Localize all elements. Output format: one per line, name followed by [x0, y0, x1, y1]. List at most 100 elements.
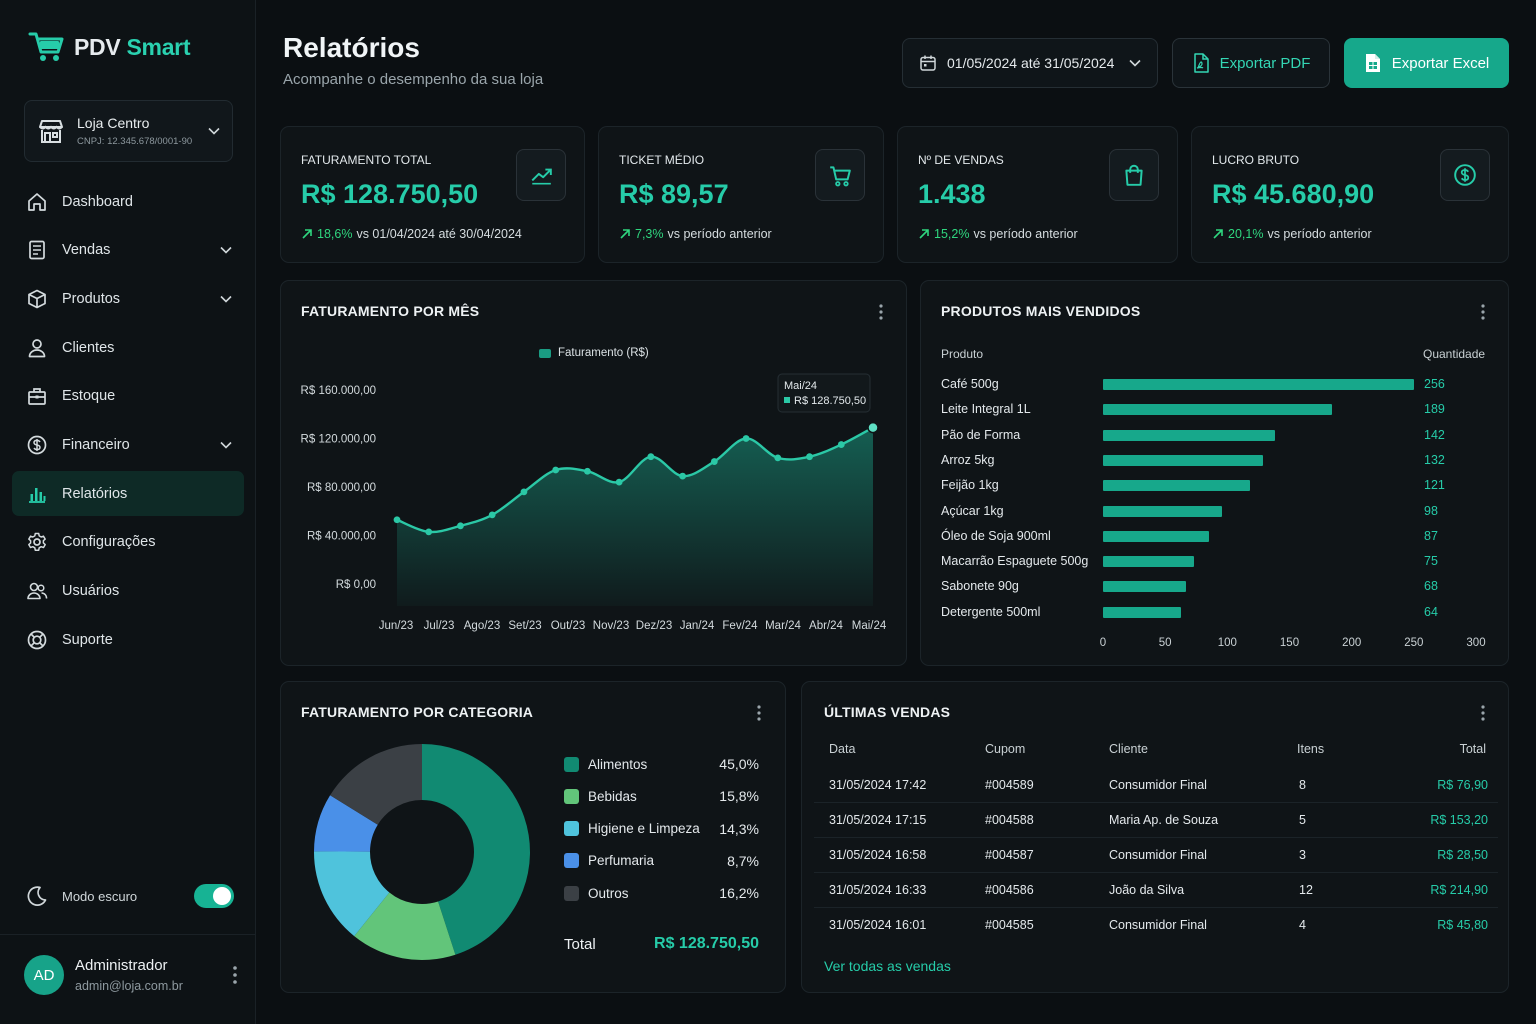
product-bar-row[interactable]: Macarrão Espaguete 500g 75	[941, 552, 1487, 572]
kpi-delta-pct: 7,3%	[635, 227, 664, 241]
sidebar-item-warehouse[interactable]: Estoque	[12, 374, 244, 419]
revenue-point[interactable]	[742, 435, 750, 442]
revenue-point[interactable]	[710, 458, 718, 465]
sidebar-item-users[interactable]: Usuários	[12, 569, 244, 614]
product-name: Feijão 1kg	[941, 478, 999, 493]
dark-mode-toggle[interactable]	[194, 884, 234, 908]
legend-item[interactable]: Higiene e Limpeza 14,3%	[564, 819, 759, 839]
product-bar-row[interactable]: Detergente 500ml 64	[941, 603, 1487, 623]
sidebar-item-user[interactable]: Clientes	[12, 325, 244, 370]
more-vertical-icon[interactable]	[232, 965, 238, 985]
revenue-point[interactable]	[647, 453, 655, 461]
legend-item[interactable]: Outros 16,2%	[564, 883, 759, 903]
product-quantity: 189	[1424, 402, 1445, 417]
store-selector[interactable]: Loja Centro CNPJ: 12.345.678/0001-90	[24, 100, 233, 162]
more-vertical-icon[interactable]	[756, 704, 762, 722]
table-row[interactable]: 31/05/2024 17:15 #004588 Maria Ap. de Souz…	[814, 803, 1498, 838]
product-bar	[1103, 606, 1181, 618]
user-profile[interactable]: AD Administrador admin@loja.com.br	[24, 955, 238, 995]
product-bar-row[interactable]: Feijão 1kg 121	[941, 476, 1487, 496]
sidebar-item-gear[interactable]: Configurações	[12, 520, 244, 565]
kpi-label: TICKET MÉDIO	[619, 153, 705, 167]
last-sales-title: ÚLTIMAS VENDAS	[824, 704, 951, 720]
revenue-point[interactable]	[774, 454, 782, 462]
revenue-point[interactable]	[867, 421, 879, 434]
sidebar-item-box[interactable]: Produtos	[12, 276, 244, 321]
sidebar-item-lifebuoy[interactable]: Suporte	[12, 617, 244, 662]
table-row[interactable]: 31/05/2024 16:58 #004587 Consumidor Final 3…	[814, 838, 1498, 873]
chevron-down-icon	[220, 441, 232, 449]
excel-file-icon	[1365, 54, 1380, 72]
slice-bebidas[interactable]	[354, 892, 456, 960]
product-bar-row[interactable]: Café 500g 256	[941, 375, 1487, 395]
x-tick-label: 100	[1217, 637, 1237, 649]
sidebar-item-dollar[interactable]: Financeiro	[12, 422, 244, 467]
legend-label: Higiene e Limpeza	[588, 821, 700, 837]
table-cell: 12	[1299, 883, 1313, 897]
revenue-point[interactable]	[584, 467, 591, 475]
revenue-point[interactable]	[457, 522, 464, 530]
store-cnpj: CNPJ: 12.345.678/0001-90	[77, 136, 193, 147]
sidebar-item-receipt[interactable]: Vendas	[12, 228, 244, 273]
chevron-down-icon	[1129, 59, 1141, 67]
product-name: Pão de Forma	[941, 427, 1021, 442]
legend-item[interactable]: Perfumaria 8,7%	[564, 851, 759, 871]
revenue-point[interactable]	[393, 516, 401, 524]
revenue-point[interactable]	[837, 441, 845, 448]
table-row[interactable]: 31/05/2024 16:33 #004586 João da Silva 12 R$…	[814, 873, 1498, 908]
legend-item[interactable]: Bebidas 15,8%	[564, 786, 759, 806]
revenue-point[interactable]	[488, 511, 496, 519]
table-cell: 31/05/2024 17:15	[829, 813, 927, 827]
date-range-picker[interactable]: 01/05/2024 até 31/05/2024	[902, 38, 1158, 88]
product-bar-row[interactable]: Leite Integral 1L 189	[941, 400, 1487, 420]
slice-alimentos[interactable]	[422, 744, 530, 955]
product-bar-row[interactable]: Pão de Forma 142	[941, 426, 1487, 446]
revenue-point[interactable]	[425, 528, 433, 536]
product-bar-row[interactable]: Óleo de Soja 900ml 87	[941, 527, 1487, 547]
revenue-point[interactable]	[552, 466, 560, 474]
revenue-point[interactable]	[520, 488, 528, 496]
slice-higiene-e-limpeza[interactable]	[314, 851, 390, 937]
legend-label: Bebidas	[588, 788, 637, 804]
dark-mode-row: Modo escuro	[26, 884, 234, 908]
table-row[interactable]: 31/05/2024 16:01 #004585 Consumidor Final 4…	[814, 908, 1498, 943]
tooltip-swatch	[784, 397, 790, 403]
export-pdf-button[interactable]: Exportar PDF	[1172, 38, 1330, 88]
pdf-file-icon	[1193, 53, 1209, 73]
bar-chart-icon	[29, 487, 46, 503]
x-tick-label: Mar/24	[765, 620, 801, 632]
more-vertical-icon[interactable]	[878, 303, 884, 321]
legend-pct: 15,8%	[719, 788, 759, 805]
kpi-delta-pct: 18,6%	[317, 227, 353, 241]
see-all-sales-link[interactable]: Ver todas as vendas	[824, 958, 951, 974]
revenue-point[interactable]	[615, 478, 623, 486]
more-vertical-icon[interactable]	[1480, 303, 1486, 321]
brand-logo[interactable]: PDV Smart	[28, 30, 191, 64]
sidebar-item-home[interactable]: Dashboard	[12, 179, 244, 224]
kpi-delta-compare: vs período anterior	[1267, 227, 1372, 241]
divider	[0, 934, 256, 935]
product-bar-row[interactable]: Arroz 5kg 132	[941, 451, 1487, 471]
kpi-icon-box	[815, 149, 865, 201]
product-bar-row[interactable]: Açúcar 1kg 98	[941, 502, 1487, 522]
slice-perfumaria[interactable]	[314, 795, 378, 852]
product-quantity: 64	[1424, 604, 1438, 619]
legend-item[interactable]: Alimentos 45,0%	[564, 754, 759, 774]
col-header: Cliente	[1109, 742, 1148, 756]
export-excel-button[interactable]: Exportar Excel	[1344, 38, 1509, 88]
col-product-header: Produto	[941, 347, 984, 361]
slice-outros[interactable]	[330, 744, 422, 825]
sidebar-item-bar-chart[interactable]: Relatórios	[12, 471, 244, 517]
revenue-point[interactable]	[806, 453, 813, 461]
kpi-delta-pct: 20,1%	[1228, 227, 1264, 241]
product-bar-row[interactable]: Sabonete 90g 68	[941, 577, 1487, 597]
y-tick-label: R$ 80.000,00	[307, 482, 376, 494]
table-cell: Maria Ap. de Souza	[1109, 813, 1219, 827]
more-vertical-icon[interactable]	[1480, 704, 1486, 722]
export-excel-label: Exportar Excel	[1391, 54, 1490, 72]
arrow-up-right-icon	[919, 229, 929, 239]
x-tick-label: 300	[1466, 637, 1486, 649]
revenue-point[interactable]	[679, 472, 686, 480]
table-row[interactable]: 31/05/2024 17:42 #004589 Consumidor Final 8…	[814, 768, 1498, 803]
col-header: Data	[829, 742, 856, 756]
